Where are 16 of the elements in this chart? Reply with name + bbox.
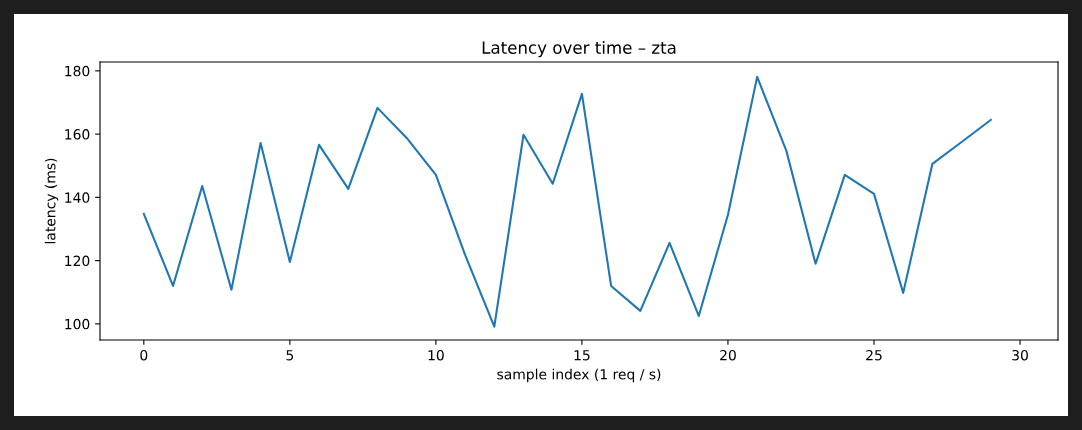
x-tick-label: 25	[866, 349, 882, 361]
y-tick-label: 180	[65, 65, 90, 77]
y-tick-label: 160	[65, 129, 90, 140]
y-tick-label: 120	[65, 255, 90, 267]
line-series	[142, 75, 992, 328]
y-tick-label: 100	[65, 318, 90, 330]
x-tick-label: 20	[720, 349, 736, 361]
x-tick-label: 0	[140, 349, 148, 361]
x-tick-label: 15	[574, 350, 590, 361]
x-tick-label: 30	[1012, 349, 1028, 361]
y-tick-label: 140	[65, 192, 90, 203]
x-tick-label: 5	[286, 350, 294, 361]
x-tick-label: 10	[428, 349, 444, 361]
chart-title: Latency over time – zta	[482, 41, 676, 58]
y-axis-title: latency (ms)	[44, 158, 59, 244]
x-axis-title: sample index (1 req / s)	[497, 368, 661, 383]
